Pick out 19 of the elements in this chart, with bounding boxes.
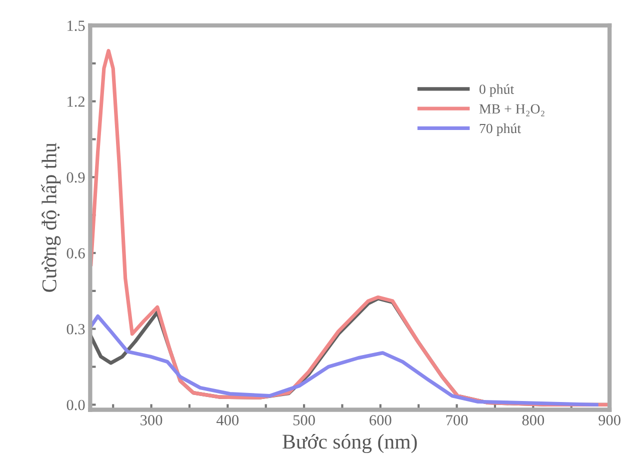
y-tick-label: 0.6 — [66, 248, 85, 259]
y-tick-label: 0.3 — [66, 324, 85, 334]
y-axis-title: Cường độ hấp thụ — [41, 142, 61, 292]
legend-label: MB + H₂O₂ — [479, 104, 544, 116]
line-series — [90, 314, 598, 407]
x-tick-label: 600 — [370, 415, 392, 426]
x-axis-title: Bước sóng (nm) — [282, 434, 417, 454]
x-tick-label: 900 — [598, 415, 620, 426]
y-tick-label: 1.5 — [68, 20, 85, 31]
legend-label: 70 phút — [480, 123, 521, 136]
y-tick-label: 1.2 — [68, 96, 84, 107]
x-tick-label: 300 — [140, 415, 162, 426]
y-tick-label: 0.9 — [66, 172, 85, 183]
legend-label: 0 phút — [480, 84, 514, 97]
x-tick-label: 800 — [522, 415, 544, 426]
x-tick-label: 400 — [216, 415, 239, 426]
y-tick-label: 0.0 — [66, 400, 85, 410]
x-tick-label: 700 — [446, 415, 468, 426]
x-tick-label: 500 — [293, 415, 315, 426]
